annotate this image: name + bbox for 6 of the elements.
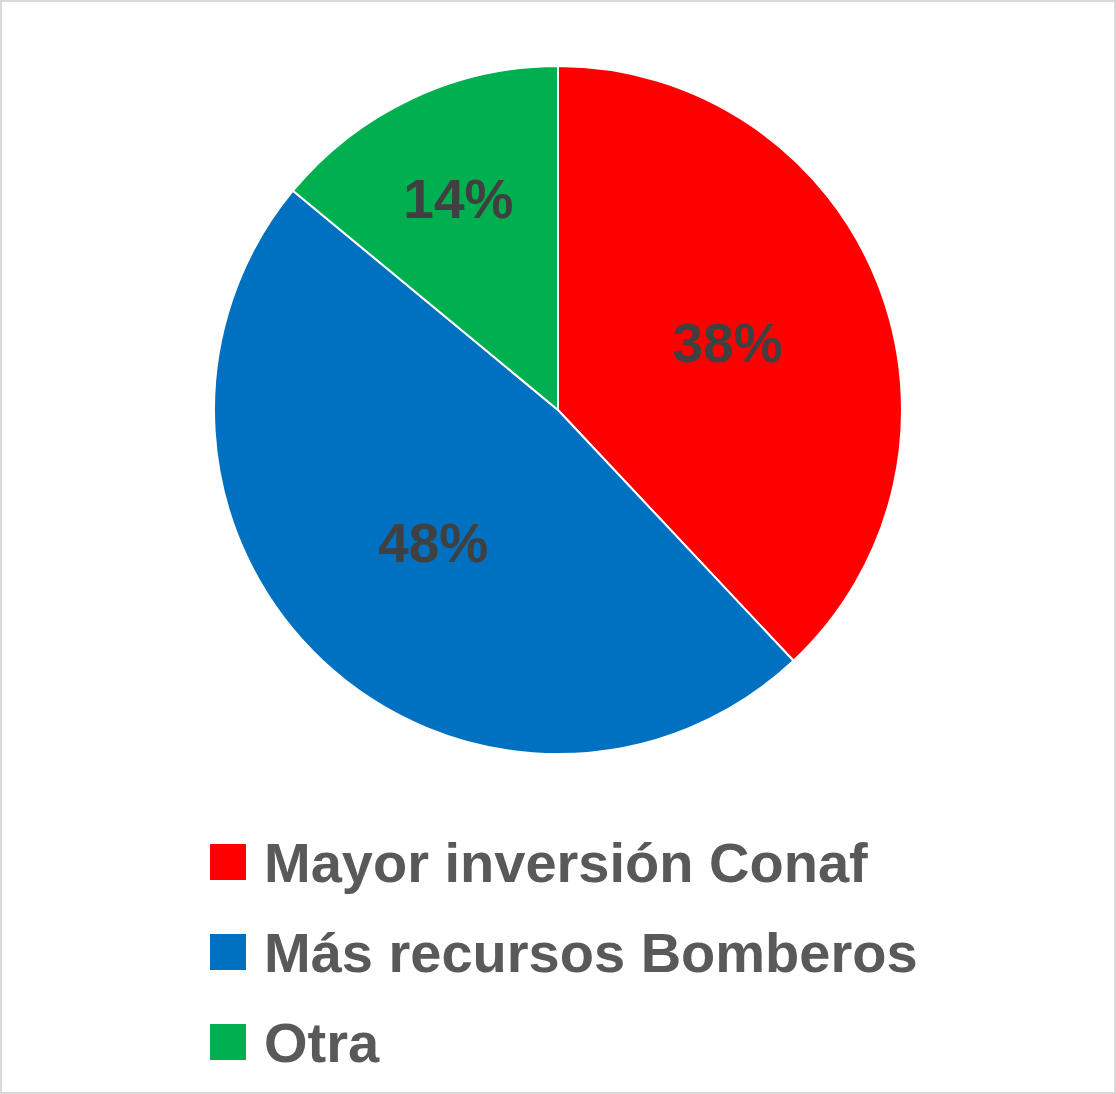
data-label: 38% <box>672 312 783 375</box>
legend-label: Mayor inversión Conaf <box>264 830 869 894</box>
legend-label: Más recursos Bomberos <box>264 920 918 984</box>
data-label: 48% <box>378 512 489 575</box>
legend-label: Otra <box>264 1010 380 1074</box>
data-label: 14% <box>403 167 514 230</box>
